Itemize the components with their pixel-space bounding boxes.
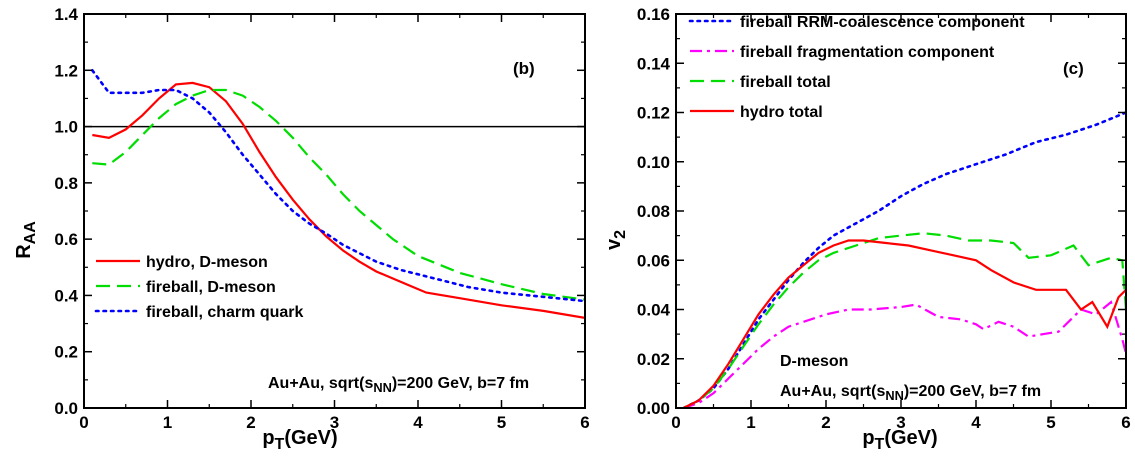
y-tick-label: 0.08 xyxy=(637,202,670,221)
y-tick-label: 0.00 xyxy=(637,399,670,418)
legend-label-2: fireball total xyxy=(740,74,831,91)
y-tick-label: 0.0 xyxy=(54,399,78,418)
x-tick-label: 3 xyxy=(896,413,905,432)
annotation-collision: Au+Au, sqrt(sNN)=200 GeV, b=7 fm xyxy=(268,375,529,395)
series-line-0 xyxy=(682,111,1126,408)
series-line-1 xyxy=(92,88,585,301)
series-line-1 xyxy=(683,300,1126,408)
x-tick-label: 2 xyxy=(821,413,830,432)
series-line-2 xyxy=(683,232,1126,408)
y-tick-label: 0.10 xyxy=(637,153,670,172)
legend-label-3: hydro total xyxy=(740,104,823,121)
y-tick-label: 0.12 xyxy=(637,104,670,123)
x-tick-label: 5 xyxy=(1046,413,1055,432)
y-tick-label: 0.04 xyxy=(637,301,671,320)
series-line-3 xyxy=(683,239,1126,408)
y-axis-label-sub: 2 xyxy=(612,230,629,239)
x-tick-label: 6 xyxy=(1121,413,1130,432)
x-tick-label: 2 xyxy=(246,413,255,432)
y-axis-label: v2 xyxy=(603,230,629,250)
x-axis-label: pT(GeV) xyxy=(262,427,337,453)
legend-label-1: fireball, D-meson xyxy=(146,279,276,296)
x-tick-label: 6 xyxy=(580,413,589,432)
y-tick-label: 0.6 xyxy=(54,230,78,249)
legend-label-1: fireball fragmentation component xyxy=(740,44,995,61)
series-line-2 xyxy=(91,69,585,303)
legend-label-2: fireball, charm quark xyxy=(146,304,303,321)
annotation-collision: Au+Au, sqrt(sNN)=200 GeV, b=7 fm xyxy=(780,383,1041,403)
x-axis-label-sub: T xyxy=(875,436,885,453)
x-axis-label-main: p xyxy=(262,427,274,449)
x-axis-label: pT(GeV) xyxy=(862,427,937,453)
x-tick-label: 0 xyxy=(79,413,88,432)
annotation-collision-main: Au+Au, sqrt(s xyxy=(268,375,373,392)
x-axis-label-tail: (GeV) xyxy=(884,427,937,449)
x-axis-label-sub: T xyxy=(275,436,285,453)
panel-raa: 0 1 2 3 4 5 60.00.20.40.60.81.01.21.4pT(GeV)RA… xyxy=(13,5,590,453)
annotation-collision-sub: NN xyxy=(885,388,903,403)
x-axis-label-main: p xyxy=(862,427,874,449)
y-tick-label: 0.16 xyxy=(637,5,670,24)
y-tick-label: 1.2 xyxy=(54,61,78,80)
y-tick-label: 0.2 xyxy=(54,343,78,362)
panel-label: (b) xyxy=(513,59,535,78)
annotation-collision-sub: NN xyxy=(373,380,391,395)
y-tick-label: 0.14 xyxy=(637,54,671,73)
y-axis-label-main: v xyxy=(603,238,625,250)
legend-label-0: fireball RRM-coalescence component xyxy=(740,14,1025,31)
y-tick-label: 0.06 xyxy=(637,251,670,270)
y-tick-label: 1.4 xyxy=(54,5,78,24)
x-tick-label: 1 xyxy=(746,413,755,432)
x-tick-label: 4 xyxy=(971,413,981,432)
y-tick-label: 0.4 xyxy=(54,286,78,305)
x-tick-label: 1 xyxy=(163,413,172,432)
annotation-collision-tail: )=200 GeV, b=7 fm xyxy=(392,375,529,392)
panel-v2: 0 1 2 3 4 5 6 0.00 0.02 0.04 0.06 0.08 0.10 0.12 0.14 0… xyxy=(603,5,1131,453)
y-tick-label: 0.02 xyxy=(637,350,670,369)
y-axis-label-sub: AA xyxy=(22,221,39,245)
plot-frame xyxy=(83,13,586,409)
series-line-0 xyxy=(92,81,585,319)
x-tick-label: 0 xyxy=(671,413,680,432)
annotation-collision-main: Au+Au, sqrt(s xyxy=(780,383,885,400)
annotation-collision-tail: )=200 GeV, b=7 fm xyxy=(904,383,1041,400)
legend-label-0: hydro, D-meson xyxy=(146,254,268,271)
y-axis-label-main: R xyxy=(13,244,35,259)
y-tick-label: 0.8 xyxy=(54,174,78,193)
x-tick-label: 3 xyxy=(330,413,339,432)
panel-label: (c) xyxy=(1063,59,1084,78)
x-tick-label: 5 xyxy=(497,413,506,432)
y-tick-label: 1.0 xyxy=(54,118,78,137)
annotation-meson: D-meson xyxy=(780,353,848,370)
x-axis-label-tail: (GeV) xyxy=(284,427,337,449)
x-tick-label: 4 xyxy=(413,413,423,432)
y-axis-label: RAA xyxy=(13,221,39,259)
